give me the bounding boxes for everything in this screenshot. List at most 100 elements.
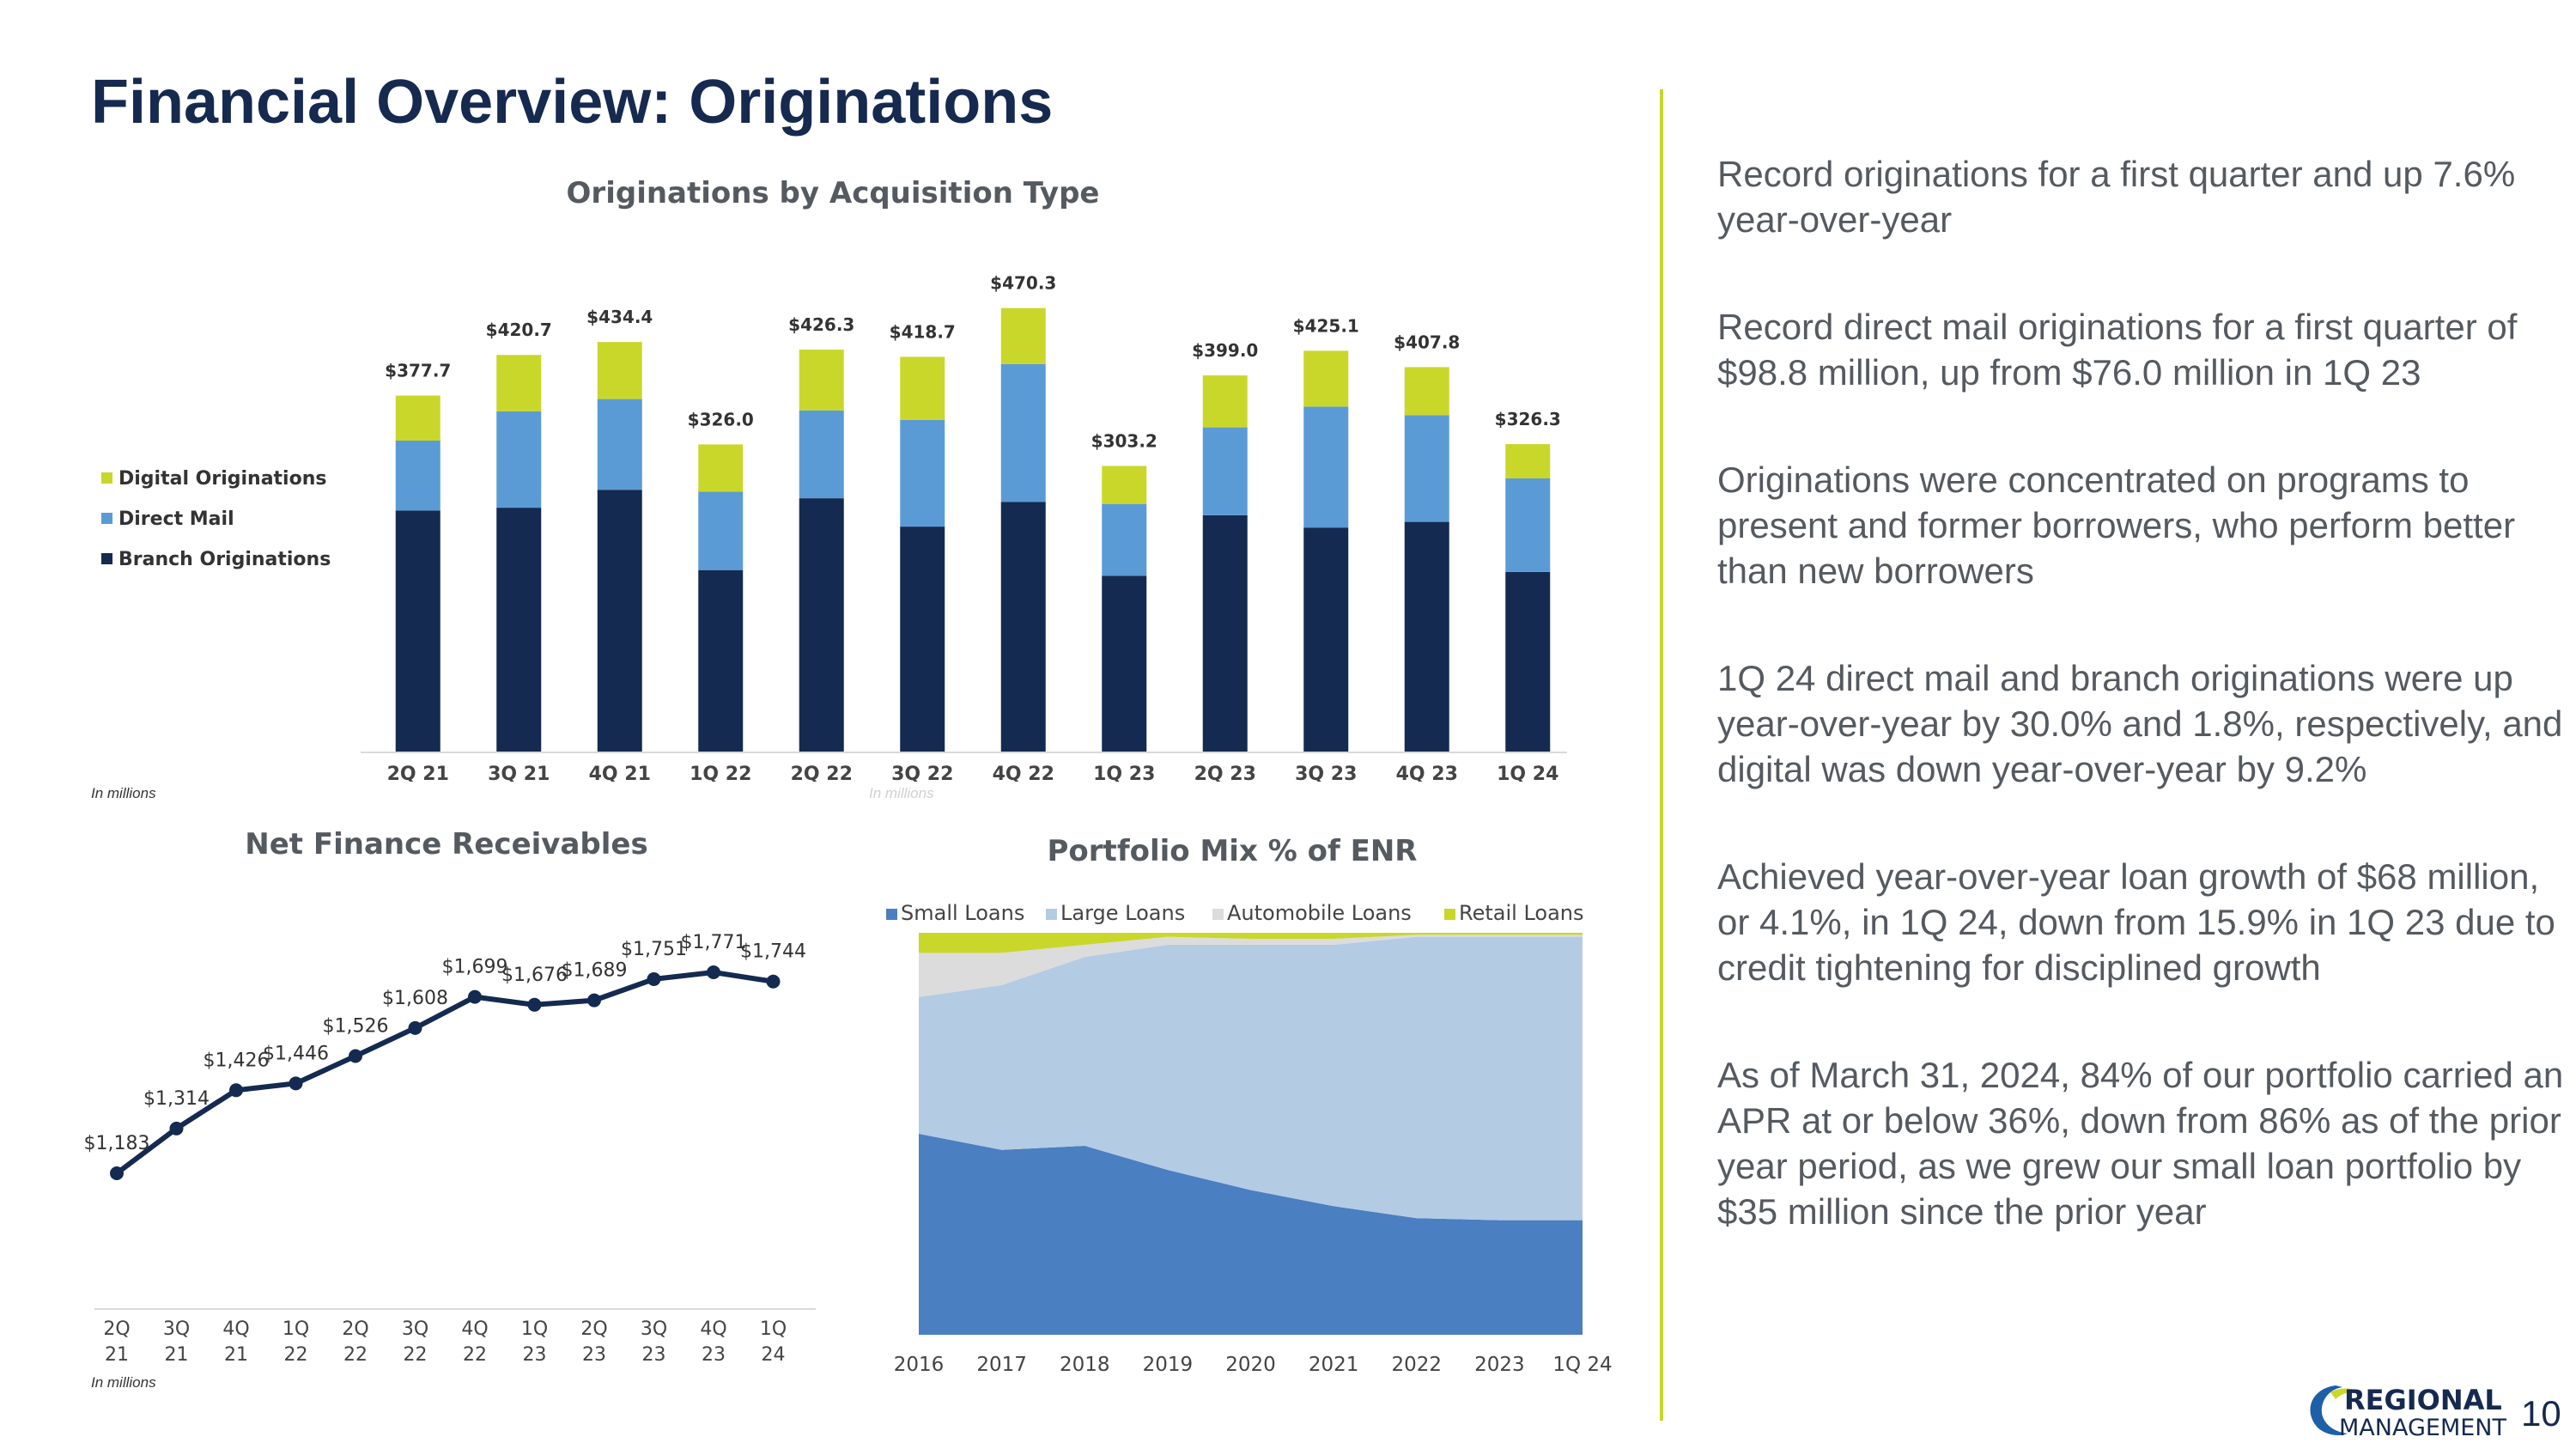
bar-total-label: $425.1 bbox=[1293, 315, 1359, 336]
mix-x-tick-label: 2017 bbox=[976, 1354, 1027, 1376]
x-tick-label: 1Q 23 bbox=[1093, 764, 1155, 782]
bar-segment-digital-originations bbox=[395, 395, 440, 441]
bar-total-label: $399.0 bbox=[1192, 340, 1258, 361]
bar-segment-direct-mail bbox=[1505, 478, 1551, 572]
nfr-x-tick-label: 21 bbox=[105, 1344, 129, 1366]
legend-swatch bbox=[1212, 909, 1224, 920]
legend-swatch bbox=[1046, 909, 1057, 920]
nfr-x-tick-label: 22 bbox=[404, 1344, 428, 1366]
x-tick-label: 1Q 24 bbox=[1497, 764, 1558, 782]
nfr-line: $1,183 $1,314 $1,426$1,446 $1,526 $1,608 $1,6… bbox=[84, 932, 806, 1180]
nfr-value-label: $1,676 bbox=[501, 965, 568, 986]
bar-segment-direct-mail bbox=[900, 419, 945, 527]
portfolio-mix-chart: Portfolio Mix % of ENR Small Loans Large … bbox=[886, 834, 1613, 1376]
nfr-x-tick-label: 3Q bbox=[402, 1318, 428, 1340]
bar-segment-direct-mail bbox=[496, 411, 542, 508]
originations-legend: Digital Originations Direct Mail Branch Or… bbox=[101, 468, 331, 570]
nfr-x-tick-label: 1Q bbox=[283, 1318, 309, 1340]
legend-label: Branch Originations bbox=[118, 549, 331, 570]
bar-segment-direct-mail bbox=[1404, 415, 1449, 522]
portfolio-mix-legend: Small Loans Large Loans Automobile Loans Re… bbox=[886, 901, 1584, 925]
nfr-x-tick-label: 2Q bbox=[580, 1318, 607, 1340]
portfolio-mix-title: Portfolio Mix % of ENR bbox=[1048, 834, 1418, 868]
nfr-point bbox=[349, 1049, 362, 1063]
vertical-divider bbox=[1660, 89, 1663, 1421]
mix-x-tick-label: 2020 bbox=[1225, 1354, 1276, 1376]
nfr-value-label: $1,771 bbox=[681, 932, 747, 953]
bar-segment-branch-originations bbox=[395, 510, 440, 752]
area-automobile-loans bbox=[919, 935, 1583, 997]
bar-total-label: $303.2 bbox=[1091, 430, 1157, 451]
bar-total-label: $426.3 bbox=[788, 314, 854, 335]
nfr-x-labels: 2Q 21 3Q 21 4Q 21 1Q 22 2Q 22 3Q 22 4Q 22 1Q 23 2Q 23 3Q 23… bbox=[103, 1318, 787, 1366]
nfr-point bbox=[527, 997, 542, 1012]
legend-label: Large Loans bbox=[1060, 901, 1185, 925]
x-tick-label: 1Q 22 bbox=[690, 764, 751, 782]
nfr-point bbox=[587, 993, 601, 1008]
key-point: Originations were concentrated on progra… bbox=[1717, 460, 2516, 591]
nfr-value-label: $1,744 bbox=[740, 941, 806, 963]
bar-segment-branch-originations bbox=[900, 527, 945, 752]
nfr-x-tick-label: 23 bbox=[523, 1344, 547, 1366]
legend-label: Digital Originations bbox=[118, 468, 326, 490]
nfr-point bbox=[110, 1166, 124, 1180]
legend-label: Automobile Loans bbox=[1227, 901, 1412, 925]
logo-swoosh-icon bbox=[2310, 1385, 2348, 1435]
key-point: Record direct mail originations for a fi… bbox=[1717, 307, 2518, 393]
logo-text-bottom: MANAGEMENT bbox=[2339, 1415, 2506, 1441]
bar-segment-branch-originations bbox=[1303, 527, 1349, 752]
bar-segment-digital-originations bbox=[698, 444, 744, 492]
bar-total-label: $377.7 bbox=[385, 361, 451, 381]
bar-segment-direct-mail bbox=[1303, 406, 1349, 528]
mix-x-tick-label: 2018 bbox=[1060, 1354, 1110, 1376]
x-tick-label: 2Q 23 bbox=[1194, 764, 1256, 782]
bar-segment-branch-originations bbox=[698, 569, 744, 752]
key-point: 1Q 24 direct mail and branch origination… bbox=[1717, 658, 2563, 789]
bar-segment-direct-mail bbox=[1202, 427, 1248, 515]
bar-segment-direct-mail bbox=[395, 441, 440, 511]
bar-segment-branch-originations bbox=[1505, 571, 1551, 752]
bar-total-label: $407.8 bbox=[1394, 332, 1460, 352]
logo-accent-icon bbox=[2330, 1388, 2360, 1399]
area-small-loans bbox=[919, 1134, 1583, 1335]
nfr-x-tick-label: 4Q bbox=[700, 1318, 726, 1340]
nfr-value-label: $1,446 bbox=[263, 1043, 329, 1064]
nfr-value-label: $1,751 bbox=[621, 939, 687, 960]
nfr-value-label: $1,426 bbox=[204, 1050, 270, 1071]
mix-x-tick-label: 2021 bbox=[1309, 1354, 1359, 1376]
x-tick-label: 2Q 22 bbox=[791, 764, 853, 782]
bar-segment-digital-originations bbox=[1404, 367, 1449, 416]
nfr-x-tick-label: 1Q bbox=[521, 1318, 548, 1340]
originations-bar-chart: Originations by Acquisition Type Digital… bbox=[101, 176, 1567, 782]
key-points: Record originations for a first quarter … bbox=[1717, 151, 2567, 1296]
nfr-x-tick-label: 22 bbox=[463, 1344, 487, 1366]
nfr-chart-title: Net Finance Receivables bbox=[245, 827, 647, 861]
nfr-value-label: $1,608 bbox=[382, 988, 448, 1009]
nfr-value-label: $1,314 bbox=[143, 1088, 210, 1110]
nfr-x-tick-label: 23 bbox=[642, 1344, 666, 1366]
mix-x-tick-label: 2022 bbox=[1391, 1354, 1442, 1376]
bar-total-label: $470.3 bbox=[990, 273, 1056, 294]
key-point: Record originations for a first quarter … bbox=[1717, 154, 2516, 240]
nfr-value-label: $1,689 bbox=[562, 960, 628, 982]
bar-segment-direct-mail bbox=[799, 410, 844, 499]
units-note-faint: In millions bbox=[869, 785, 934, 801]
legend-swatch bbox=[886, 909, 897, 920]
x-tick-label: 4Q 23 bbox=[1396, 764, 1458, 782]
bar-segment-digital-originations bbox=[496, 355, 542, 411]
nfr-x-tick-label: 22 bbox=[343, 1344, 368, 1366]
bar-segment-direct-mail bbox=[1000, 363, 1046, 502]
bar-segment-branch-originations bbox=[1102, 575, 1147, 752]
page-title: Financial Overview: Originations bbox=[91, 68, 1054, 137]
nfr-point bbox=[229, 1083, 243, 1098]
net-finance-receivables-chart: Net Finance Receivables $1,183 $1,314 $1,4… bbox=[84, 827, 816, 1366]
bar-total-label: $418.7 bbox=[890, 321, 956, 342]
bar-segment-digital-originations bbox=[597, 342, 642, 399]
nfr-value-label: $1,699 bbox=[442, 957, 508, 978]
x-tick-label: 3Q 23 bbox=[1295, 764, 1357, 782]
units-note-originations: In millions bbox=[91, 785, 156, 801]
bar-segment-digital-originations bbox=[1202, 375, 1248, 428]
legend-swatch bbox=[101, 513, 112, 524]
key-point: Achieved year-over-year loan growth of $… bbox=[1717, 856, 2555, 988]
bar-segment-digital-originations bbox=[799, 350, 844, 411]
